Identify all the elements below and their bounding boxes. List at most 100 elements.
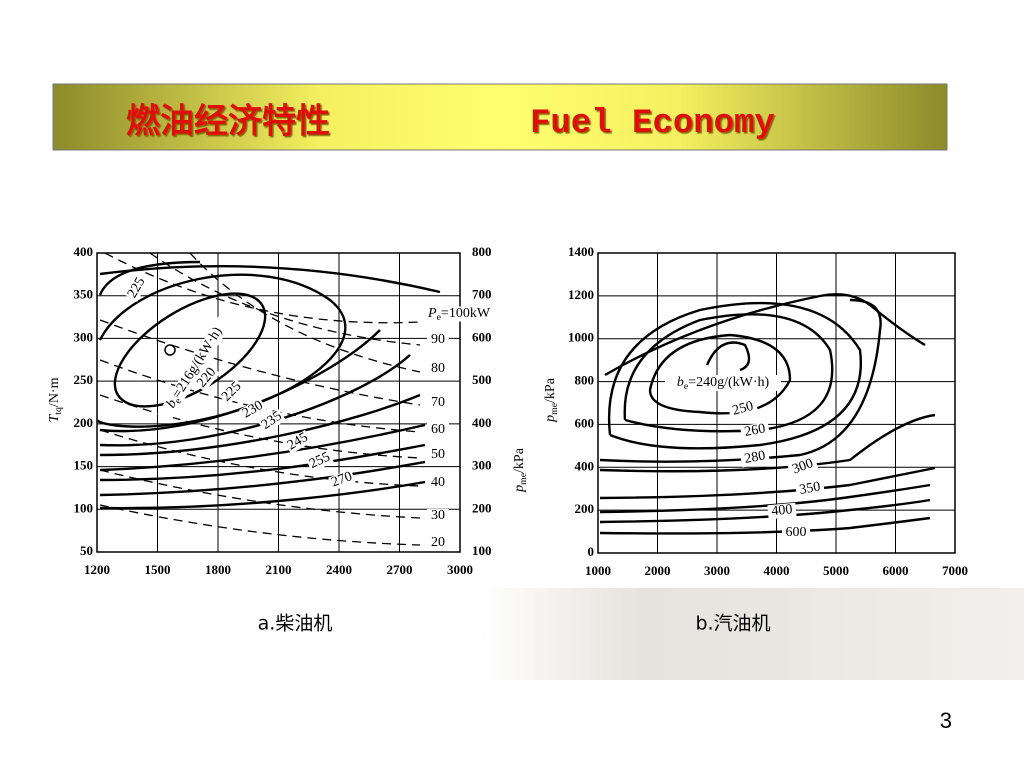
power-label: 20 — [431, 535, 445, 550]
label-background — [427, 423, 449, 437]
contour-label: 260 — [743, 422, 766, 440]
power-label: 60 — [431, 422, 445, 437]
title-bar — [52, 83, 948, 151]
y-tick-label: 400 — [74, 244, 94, 259]
y2-axis-label-subscript: me — [518, 472, 529, 485]
power-label-text: =100kW — [441, 306, 491, 321]
plot-frame — [597, 252, 956, 554]
y-axis-label-subscript: tq — [53, 407, 64, 415]
y-tick-label: 800 — [575, 373, 595, 388]
caption: a.柴油机 — [258, 613, 333, 635]
y-axis-label-text: /N·m — [47, 377, 62, 407]
background-image — [480, 588, 1024, 680]
contour-label: 300 — [790, 456, 815, 477]
label-background — [427, 396, 449, 410]
contour-label: 350 — [798, 480, 821, 498]
y-tick-label: 150 — [74, 458, 94, 473]
diesel-contours — [97, 253, 441, 546]
label-background — [427, 448, 449, 462]
y2-axis-label-text: /kPa — [512, 447, 527, 473]
efficiency-label: be=240g/(kW·h) — [677, 375, 770, 392]
x-tick-label: 6000 — [883, 563, 909, 578]
y-axis-label: Ttq/N·m — [47, 377, 64, 422]
power-label-symbol: P — [427, 306, 437, 321]
contour-label: 600 — [786, 525, 807, 540]
x-tick-label: 4000 — [764, 563, 790, 578]
label-background — [239, 397, 267, 423]
x-tick-label: 7000 — [942, 563, 968, 578]
y-tick-label: 0 — [588, 544, 595, 559]
y-tick-label: 200 — [575, 501, 595, 516]
y2-tick-label: 700 — [472, 287, 492, 302]
label-background — [427, 362, 449, 376]
efficiency-label-subscript: e — [173, 396, 185, 406]
contour-label: 250 — [731, 399, 755, 419]
x-tick-label: 2400 — [326, 562, 352, 577]
y-axis-label-symbol: p — [543, 415, 558, 423]
label-background — [787, 455, 819, 479]
y-tick-label: 1000 — [568, 330, 594, 345]
y-axis-label-subscript: me — [549, 402, 560, 415]
y2-axis-label: pme/kPa — [512, 447, 529, 493]
label-background — [124, 274, 150, 302]
y2-tick-label: 100 — [472, 543, 492, 558]
contour-label: 270 — [329, 469, 354, 490]
x-tick-label: 2000 — [645, 563, 671, 578]
x-tick-label: 1000 — [585, 563, 611, 578]
label-background — [328, 469, 356, 491]
y2-tick-label: 400 — [472, 415, 492, 430]
label-background — [157, 313, 233, 423]
y2-tick-label: 300 — [472, 458, 492, 473]
y2-axis-label-symbol: p — [512, 485, 527, 493]
y-tick-label: 200 — [74, 415, 94, 430]
power-label: 40 — [431, 475, 445, 490]
label-background — [427, 333, 449, 347]
y-axis-label: pme/kPa — [543, 377, 560, 423]
label-background — [767, 502, 797, 520]
x-tick-label: 1200 — [84, 562, 110, 577]
title-en: Fuel Economy — [530, 105, 775, 143]
y-tick-label: 50 — [80, 543, 93, 558]
x-tick-label: 2100 — [266, 562, 292, 577]
x-tick-label: 2700 — [387, 562, 413, 577]
label-background — [218, 378, 246, 406]
label-background — [727, 398, 759, 420]
x-tick-label: 1800 — [205, 562, 231, 577]
power-label-subscript: e — [437, 312, 442, 323]
label-background — [427, 509, 449, 523]
y-tick-label: 600 — [575, 415, 595, 430]
efficiency-label-text: =240g/(kW·h) — [688, 375, 769, 390]
title-cn: 燃油经济特性 — [126, 102, 330, 142]
contour-label: 400 — [771, 502, 793, 519]
x-tick-label: 3000 — [447, 562, 473, 577]
y-tick-label: 400 — [575, 458, 595, 473]
y-tick-label: 250 — [74, 372, 94, 387]
contour-label: 280 — [743, 449, 766, 467]
y2-tick-label: 500 — [472, 372, 492, 387]
power-label: 50 — [431, 447, 445, 462]
power-label: Pe=100kW — [427, 306, 491, 323]
efficiency-label-symbol: b — [677, 375, 684, 390]
label-background — [782, 526, 810, 540]
caption: b.汽油机 — [695, 613, 770, 635]
x-tick-label: 1500 — [145, 562, 171, 577]
x-tick-label: 5000 — [823, 563, 849, 578]
power-label: 30 — [431, 508, 445, 523]
power-label: 80 — [431, 361, 445, 376]
label-background — [427, 536, 449, 550]
x-tick-label: 3000 — [704, 563, 730, 578]
y-tick-label: 350 — [74, 287, 94, 302]
y-tick-label: 300 — [74, 329, 94, 344]
y2-tick-label: 800 — [472, 244, 492, 259]
label-background — [193, 364, 221, 392]
power-label: 90 — [431, 332, 445, 347]
efficiency-label-subscript: e — [684, 381, 689, 392]
plot-frame — [96, 252, 461, 553]
y-tick-label: 100 — [74, 500, 94, 515]
label-background — [794, 479, 826, 499]
label-background — [306, 449, 334, 473]
gasoline-contours — [599, 293, 936, 535]
page-number: 3 — [940, 708, 952, 733]
label-background — [739, 448, 771, 468]
